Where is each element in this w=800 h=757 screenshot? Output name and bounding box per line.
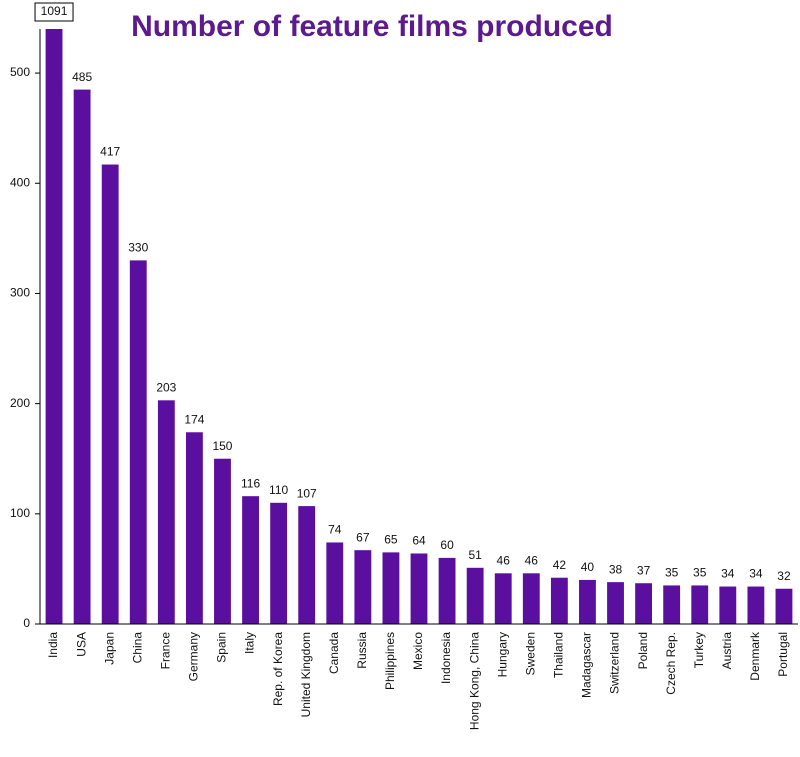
bar xyxy=(663,585,681,624)
x-tick-label: Hungary xyxy=(495,632,509,677)
x-tick-label: Czech Rep. xyxy=(664,632,678,695)
value-label: 42 xyxy=(553,558,567,572)
value-label: 51 xyxy=(468,548,482,562)
x-tick-label: Austria xyxy=(720,632,734,670)
bar xyxy=(635,583,653,624)
x-tick-label: Portugal xyxy=(776,632,790,677)
x-tick-label: Thailand xyxy=(552,632,566,678)
value-label: 330 xyxy=(128,241,148,255)
x-tick-label: China xyxy=(130,632,144,664)
value-label: 64 xyxy=(412,534,426,548)
x-tick-label: India xyxy=(46,632,60,658)
y-tick-label: 500 xyxy=(10,65,30,79)
bar xyxy=(242,496,259,624)
value-label: 60 xyxy=(440,538,454,552)
value-label: 107 xyxy=(297,486,317,500)
x-tick-label: Madagascar xyxy=(580,632,594,698)
value-label-box xyxy=(34,2,74,22)
value-label: 38 xyxy=(609,562,623,576)
bar xyxy=(550,577,568,624)
bar xyxy=(185,432,203,624)
value-label: 46 xyxy=(525,553,539,567)
value-label: 46 xyxy=(497,553,511,567)
bar xyxy=(466,567,484,624)
value-label: 150 xyxy=(212,439,232,453)
value-label: 34 xyxy=(721,567,735,581)
x-tick-label: United Kingdom xyxy=(299,632,313,717)
x-tick-label: Philippines xyxy=(383,632,397,690)
value-label: 485 xyxy=(72,70,92,84)
y-tick-label: 100 xyxy=(10,506,30,520)
bar xyxy=(747,586,765,624)
x-tick-label: Hong Kong, China xyxy=(467,632,481,730)
bar xyxy=(494,573,512,624)
x-tick-label: France xyxy=(159,632,173,670)
y-tick-label: 400 xyxy=(10,175,30,189)
x-tick-label: Switzerland xyxy=(608,632,622,694)
bar xyxy=(326,542,344,624)
x-tick-label: Japan xyxy=(102,632,116,665)
value-label: 110 xyxy=(269,483,288,497)
value-label: 417 xyxy=(100,145,120,159)
value-label: 74 xyxy=(328,523,342,537)
value-label: 35 xyxy=(665,566,679,580)
x-tick-label: USA xyxy=(74,632,88,657)
bar xyxy=(45,29,63,624)
bar xyxy=(129,260,147,624)
bar xyxy=(298,506,316,624)
x-tick-label: Sweden xyxy=(523,632,537,675)
y-tick-label: 200 xyxy=(10,396,30,410)
value-label: 67 xyxy=(356,530,370,544)
y-tick-label: 300 xyxy=(10,286,30,300)
y-tick-label: 0 xyxy=(23,616,30,630)
bar xyxy=(579,579,596,624)
value-label: 116 xyxy=(241,476,260,490)
bars xyxy=(45,29,793,624)
x-tick-label: Indonesia xyxy=(439,632,453,684)
x-tick-label: Mexico xyxy=(411,632,425,670)
x-tick-label: Italy xyxy=(243,632,257,654)
bar xyxy=(270,502,288,624)
bar xyxy=(522,573,540,624)
x-tick-label: Spain xyxy=(215,632,229,663)
bar xyxy=(354,550,372,624)
x-tick-label: Russia xyxy=(355,632,369,669)
bar xyxy=(410,553,428,624)
bar xyxy=(214,458,231,624)
bar xyxy=(73,89,91,624)
bar xyxy=(157,400,175,624)
bar xyxy=(719,586,737,624)
value-label: 35 xyxy=(693,566,707,580)
x-tick-label: Germany xyxy=(187,632,201,681)
bar xyxy=(691,585,709,624)
value-label: 40 xyxy=(581,560,595,574)
value-label: 34 xyxy=(749,567,763,581)
chart-title: Number of feature films produced xyxy=(131,10,613,43)
value-label: 37 xyxy=(637,563,651,577)
bar xyxy=(775,588,793,624)
bar xyxy=(438,557,456,624)
bar xyxy=(382,552,400,624)
value-label: 65 xyxy=(384,533,398,547)
x-tick-label: Rep. of Korea xyxy=(271,632,285,706)
value-label: 203 xyxy=(156,380,176,394)
x-tick-label: Denmark xyxy=(748,631,762,681)
value-label: 32 xyxy=(777,569,791,583)
x-tick-label: Turkey xyxy=(692,632,706,668)
x-tick-label: Canada xyxy=(327,632,341,674)
bar xyxy=(607,582,624,624)
value-label: 174 xyxy=(184,412,204,426)
bar xyxy=(101,164,119,624)
value-label: 1091 xyxy=(41,4,68,18)
x-tick-label: Poland xyxy=(636,632,650,669)
